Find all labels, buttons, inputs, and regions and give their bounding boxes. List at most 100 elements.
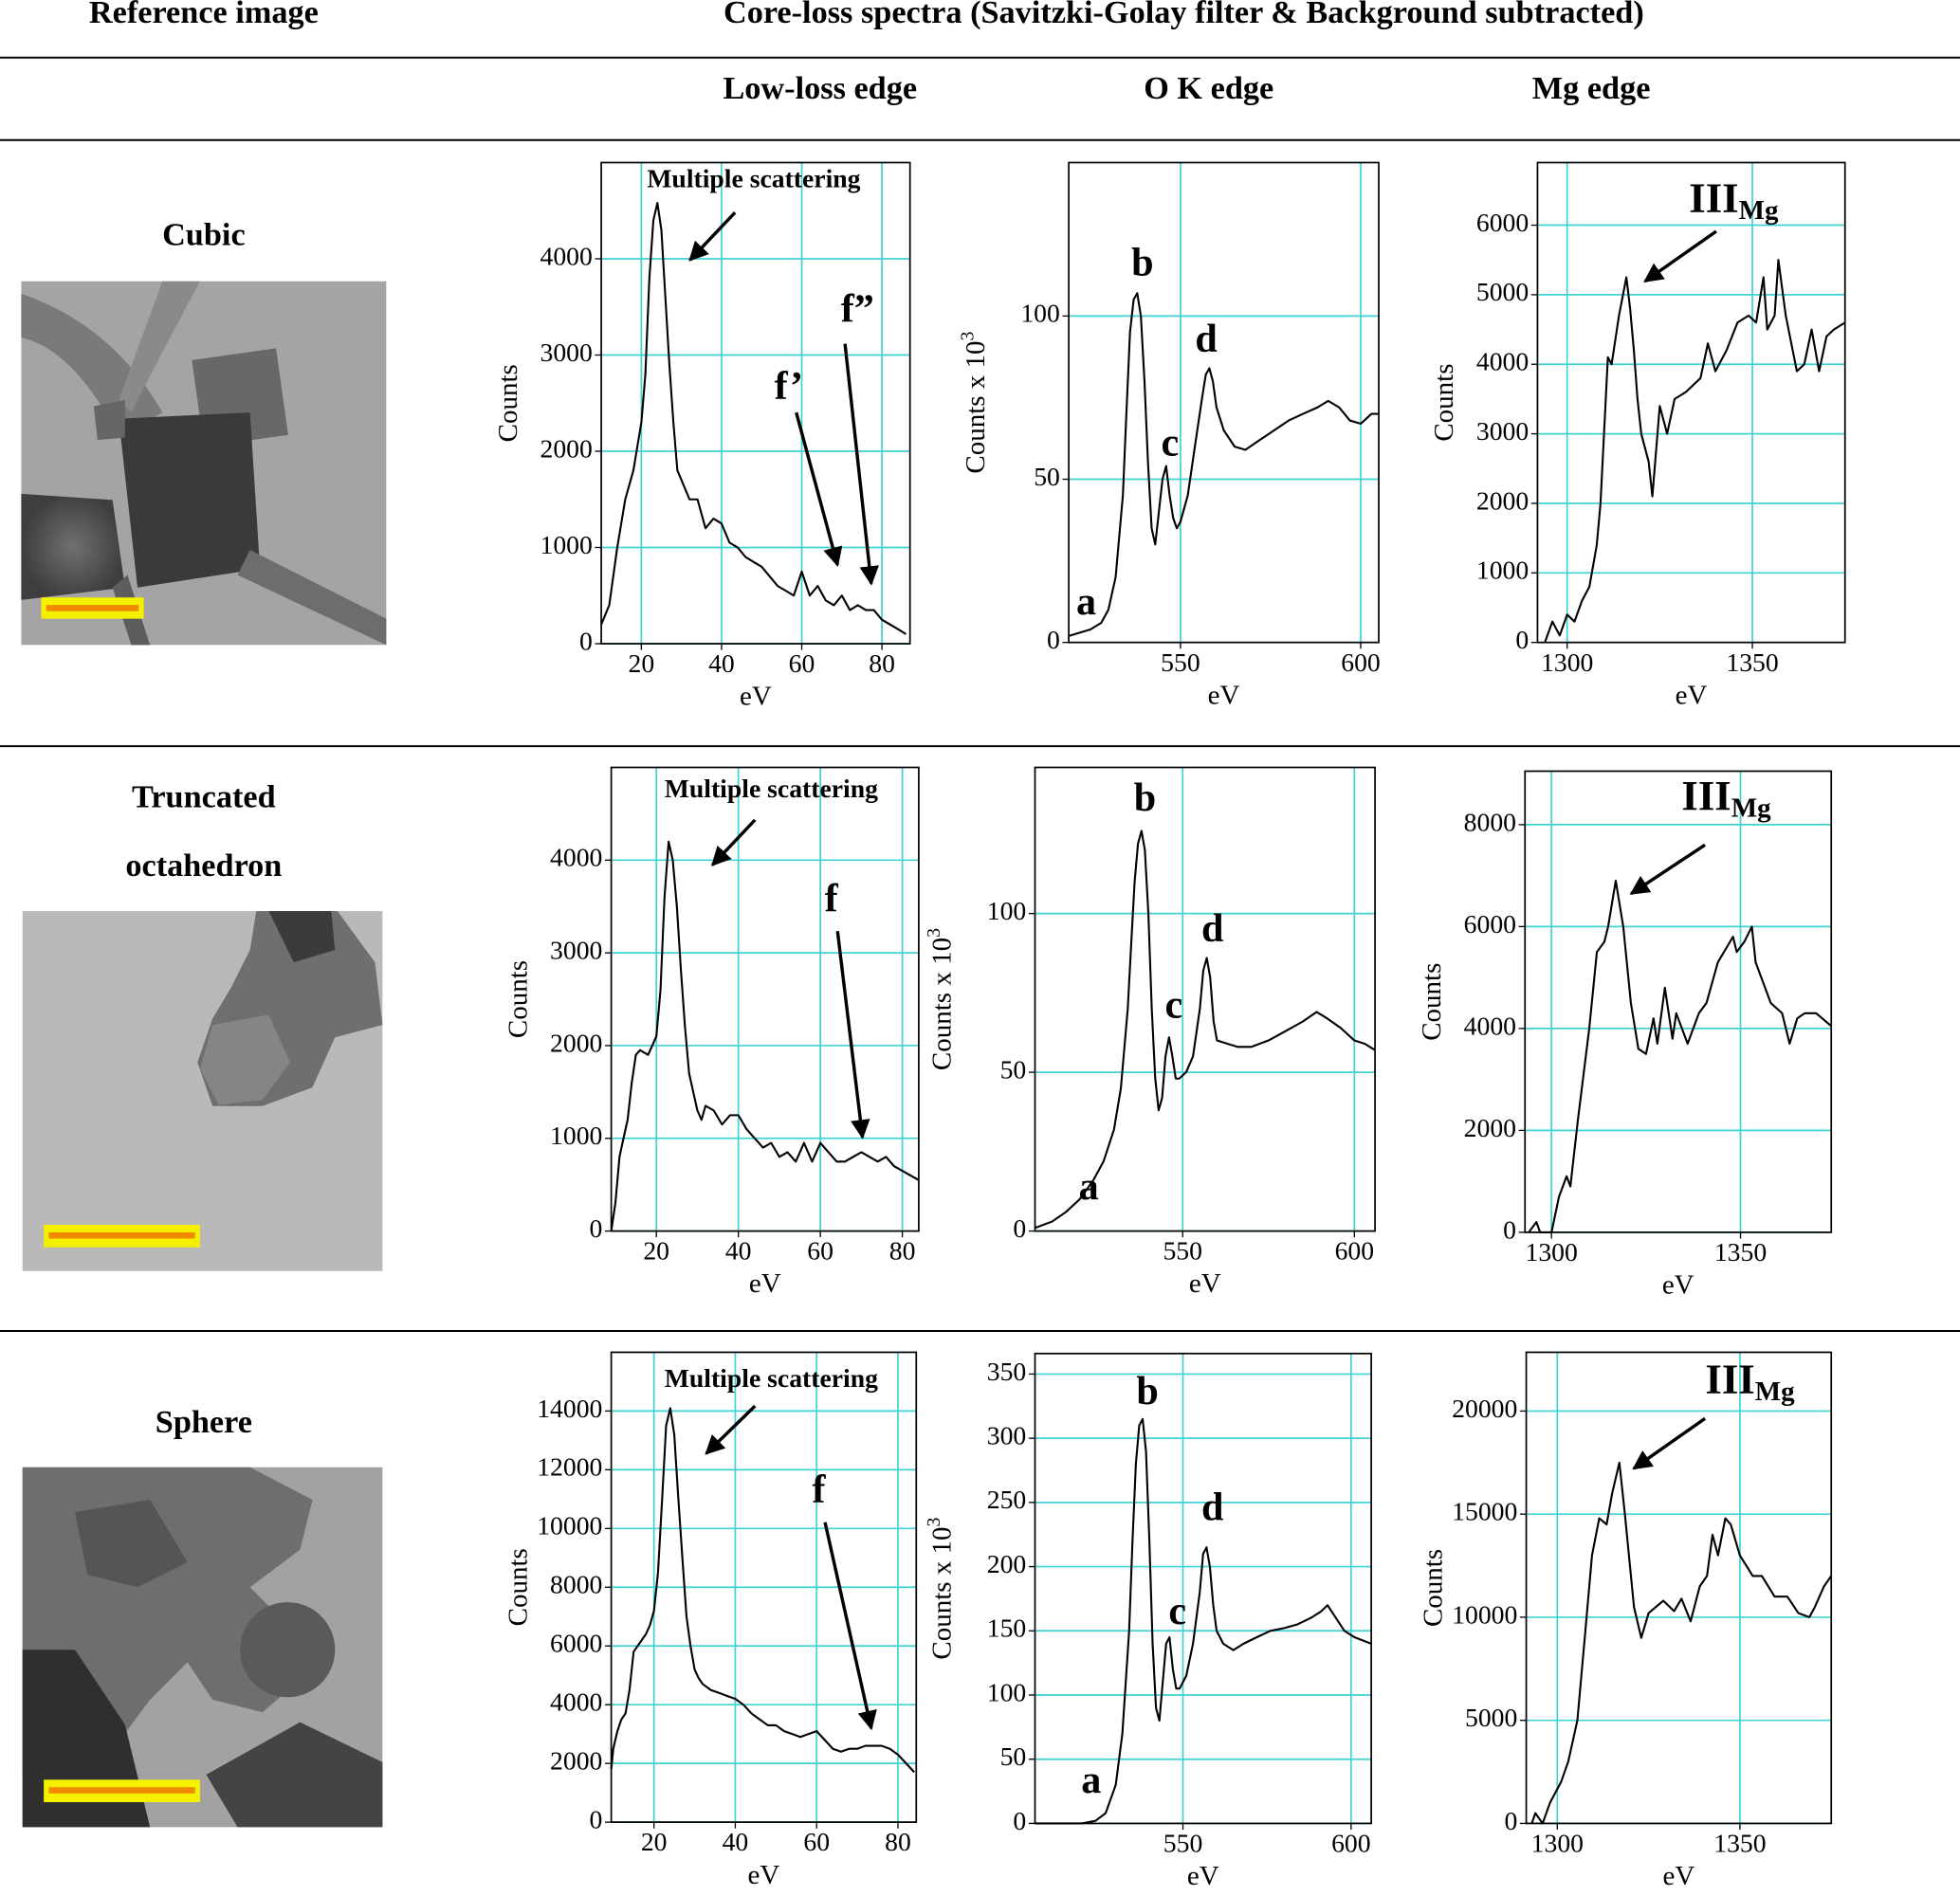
y-axis-label-text: Counts <box>503 960 533 1038</box>
y-tick-label: 4000 <box>550 843 602 872</box>
plot-frame <box>1536 161 1846 644</box>
annotation-subscript: Mg <box>1731 793 1771 823</box>
x-axis-label: eV <box>1189 1268 1221 1299</box>
annotation: Multiple scattering <box>647 164 860 193</box>
y-tick-label: 2000 <box>1476 485 1529 515</box>
annotation: b <box>1134 775 1156 820</box>
x-tick-label: 1350 <box>1713 1829 1766 1858</box>
y-tick-label: 50 <box>1034 462 1060 491</box>
x-tick-label: 20 <box>641 1827 668 1856</box>
spectrum-line <box>1035 1417 1372 1825</box>
y-axis-label-superscript: 3 <box>957 331 978 340</box>
row-label: Cubic <box>162 216 246 252</box>
y-tick-label: 150 <box>987 1613 1027 1643</box>
plot-area <box>601 162 910 645</box>
x-tick-label: 20 <box>643 1236 669 1266</box>
annotation: c <box>1164 983 1182 1028</box>
y-tick-label: 4000 <box>540 241 593 270</box>
spectrum-line <box>600 202 907 635</box>
annotation: d <box>1201 906 1223 951</box>
x-tick-label: 1300 <box>1531 1829 1584 1858</box>
y-tick-label: 15000 <box>1452 1497 1517 1526</box>
x-tick-label: 40 <box>708 648 735 678</box>
y-tick-label: 0 <box>1047 625 1060 654</box>
annotation: c <box>1162 420 1180 465</box>
annotation: b <box>1131 241 1153 285</box>
y-tick-label: 6000 <box>550 1629 602 1658</box>
y-axis-label: Counts <box>492 364 522 442</box>
y-tick-label: 0 <box>590 1804 603 1833</box>
y-tick-label: 0 <box>579 626 593 655</box>
x-axis-label: eV <box>749 1268 781 1299</box>
y-tick-label: 1000 <box>1476 556 1529 585</box>
y-axis-label: Counts <box>1417 963 1447 1041</box>
y-tick-label: 12000 <box>537 1452 602 1482</box>
plot-frame <box>1034 1352 1372 1825</box>
plot-frame <box>1524 770 1833 1233</box>
y-axis-label-text: Counts <box>503 1548 533 1626</box>
y-tick-label: 100 <box>987 896 1027 925</box>
y-tick-label: 2000 <box>540 433 593 463</box>
spectrum-line <box>610 1407 915 1774</box>
x-axis-label: eV <box>1187 1861 1219 1891</box>
x-tick-label: 600 <box>1331 1829 1371 1858</box>
annotation: f’ <box>775 364 803 409</box>
y-tick-label: 0 <box>1504 1806 1517 1835</box>
tem-image <box>22 1467 383 1828</box>
x-tick-label: 80 <box>889 1236 916 1266</box>
plot-area <box>1537 162 1845 643</box>
y-tick-label: 6000 <box>1464 909 1516 939</box>
x-axis-label: eV <box>1208 680 1240 710</box>
y-tick-label: 2000 <box>550 1028 602 1057</box>
y-tick-label: 1000 <box>550 1121 602 1150</box>
y-tick-label: 1000 <box>540 530 593 559</box>
annotation: a <box>1081 1758 1101 1802</box>
y-tick-label: 100 <box>987 1677 1027 1706</box>
arrow <box>705 1404 757 1455</box>
y-tick-label: 4000 <box>550 1687 602 1717</box>
y-tick-label: 300 <box>987 1421 1027 1450</box>
plot-frame <box>1068 161 1380 644</box>
spectrum-line <box>1528 880 1832 1233</box>
y-tick-label: 8000 <box>550 1570 602 1599</box>
x-tick-label: 1300 <box>1525 1237 1577 1267</box>
x-tick-label: 550 <box>1163 1236 1202 1266</box>
x-tick-label: 80 <box>869 648 895 678</box>
annotation: a <box>1076 579 1096 624</box>
y-tick-label: 50 <box>1000 1054 1027 1084</box>
x-tick-label: 40 <box>723 1827 749 1856</box>
y-axis-label-text: Counts x 10 <box>926 1526 957 1659</box>
annotation-subscript: Mg <box>1755 1376 1795 1407</box>
y-tick-label: 5000 <box>1476 277 1529 306</box>
row-label: octahedron <box>125 848 282 884</box>
arrow <box>1643 229 1717 283</box>
x-tick-label: 600 <box>1335 1236 1375 1266</box>
annotation: b <box>1136 1369 1158 1413</box>
subheader: Mg edge <box>1532 70 1651 106</box>
annotation: f <box>812 1468 826 1512</box>
y-tick-label: 350 <box>987 1357 1027 1386</box>
y-tick-label: 0 <box>1013 1806 1026 1835</box>
x-tick-label: 60 <box>807 1236 833 1266</box>
plot-frame <box>1525 1351 1833 1825</box>
annotation-subscript: Mg <box>1739 195 1779 226</box>
y-tick-label: 2000 <box>1464 1113 1516 1142</box>
annotation: IIIMg <box>1705 1356 1795 1407</box>
annotation-text: III <box>1681 772 1731 819</box>
annotation-text: III <box>1705 1356 1754 1403</box>
spectrum-line <box>1544 259 1846 644</box>
row-label: Sphere <box>156 1404 252 1440</box>
plot-area <box>1035 767 1376 1231</box>
y-axis-label: Counts <box>503 1548 533 1626</box>
y-axis-label-text: Counts <box>492 364 522 442</box>
plot-area <box>1525 771 1832 1232</box>
arrow <box>688 211 737 262</box>
y-tick-label: 2000 <box>550 1746 602 1776</box>
x-tick-label: 1350 <box>1714 1237 1767 1267</box>
y-tick-label: 8000 <box>1464 807 1516 836</box>
y-tick-label: 6000 <box>1476 208 1529 237</box>
y-axis-label-text: Counts <box>1429 363 1459 441</box>
y-axis-label-text: Counts <box>1418 1549 1448 1627</box>
plot-area <box>1526 1352 1832 1824</box>
